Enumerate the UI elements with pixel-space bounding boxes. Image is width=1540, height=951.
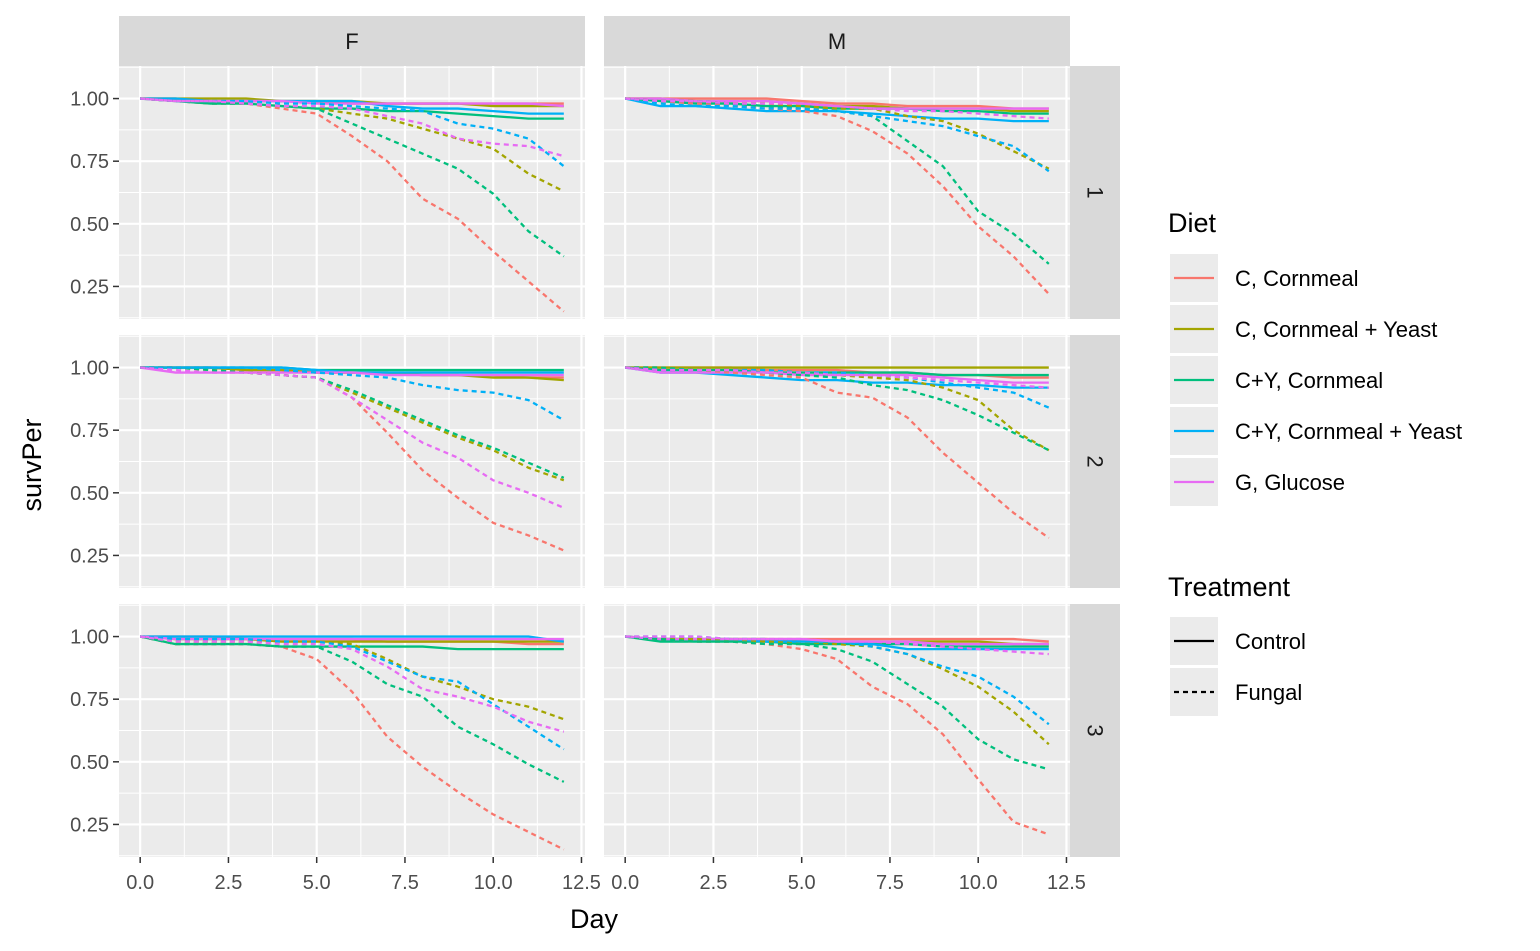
legend-label-treatment: Control — [1235, 629, 1306, 654]
series-line-c-y-cornmeal-fungal — [140, 97, 565, 258]
series-line-g-glucose-fungal — [625, 97, 1049, 120]
legend-label-diet: C, Cornmeal + Yeast — [1235, 317, 1437, 342]
panel-series-M-3 — [625, 635, 1050, 836]
y-tick-label: 1.00 — [70, 89, 109, 111]
x-tick-label: 0.0 — [126, 872, 154, 894]
y-tick-label: 0.50 — [70, 752, 109, 774]
facet-strip-col — [604, 16, 1070, 66]
series-line-c-cornmeal-fungal — [625, 366, 1050, 539]
x-tick-label: 12.5 — [562, 872, 601, 894]
x-tick-label: 5.0 — [788, 872, 816, 894]
axes-layer: 0.25 0.50 0.75 1.00 0.25 0.50 0.75 1.00 0.25 0.50… — [70, 89, 1086, 894]
legend-label-diet: C, Cornmeal — [1235, 266, 1358, 291]
series-line-c-y-cornmeal-yeast-fungal — [140, 366, 565, 422]
facet-strip-row-label: 2 — [1083, 455, 1108, 467]
y-tick-label: 0.25 — [70, 545, 109, 567]
series-line-c-y-cornmeal-yeast-control — [624, 97, 1049, 123]
legend-label-treatment: Fungal — [1235, 680, 1302, 705]
x-tick-label: 10.0 — [959, 872, 998, 894]
facet-strip-row-label: 3 — [1083, 724, 1108, 736]
panel-series-F-3 — [139, 635, 565, 851]
facet-strip-row — [1070, 66, 1120, 319]
legend-label-diet: C+Y, Cornmeal — [1235, 368, 1383, 393]
legend-label-diet: G, Glucose — [1235, 470, 1345, 495]
series-line-g-glucose-control — [140, 97, 564, 108]
series-line-c-y-cornmeal-yeast-control — [140, 635, 564, 643]
series-line-c-y-cornmeal-yeast-fungal — [625, 366, 1050, 409]
series-line-c-y-cornmeal-fungal — [625, 635, 1050, 771]
series-line-g-glucose-fungal — [625, 366, 1049, 389]
y-axis-title: survPer — [17, 418, 47, 511]
series-line-c-cornmeal-yeast-fungal — [140, 635, 565, 721]
series-line-c-y-cornmeal-control — [625, 635, 1049, 648]
facet-strip-row-label: 1 — [1083, 186, 1108, 198]
x-tick-label: 5.0 — [303, 872, 331, 894]
series-line-g-glucose-control — [625, 97, 1049, 110]
legend-title-treatment: Treatment — [1168, 572, 1291, 602]
strips-layer: F M 1 2 3 — [119, 16, 1120, 857]
x-tick-label: 12.5 — [1047, 872, 1086, 894]
y-tick-label: 0.75 — [70, 420, 109, 442]
y-tick-label: 0.50 — [70, 483, 109, 505]
series-line-c-y-cornmeal-control — [139, 635, 564, 651]
panel-series-F-1 — [140, 97, 565, 313]
x-tick-label: 2.5 — [215, 872, 243, 894]
series-line-c-cornmeal-yeast-fungal — [625, 635, 1050, 746]
series-line-c-y-cornmeal-yeast-fungal — [140, 97, 565, 168]
facet-strip-col-label: F — [345, 29, 358, 54]
panel-M-2 — [604, 335, 1070, 588]
series-line-c-y-cornmeal-control — [625, 97, 1049, 115]
legend-title-diet: Diet — [1168, 208, 1217, 238]
facet-strip-row — [1070, 604, 1120, 857]
facet-strip-col — [119, 16, 585, 66]
series-line-g-glucose-fungal — [140, 366, 565, 509]
series-line-c-cornmeal-fungal — [140, 97, 565, 313]
y-tick-label: 0.50 — [70, 214, 109, 236]
series-line-c-y-cornmeal-control — [140, 97, 564, 120]
x-tick-label: 7.5 — [876, 872, 904, 894]
x-tick-label: 2.5 — [700, 872, 728, 894]
x-axis-title: Day — [570, 904, 619, 934]
panels-layer — [119, 66, 1070, 857]
series-line-c-cornmeal-control — [625, 97, 1049, 110]
series-line-c-cornmeal-fungal — [139, 635, 565, 851]
series-line-c-y-cornmeal-fungal — [625, 97, 1050, 265]
legend-label-diet: C+Y, Cornmeal + Yeast — [1235, 419, 1462, 444]
y-tick-label: 0.25 — [70, 276, 109, 298]
facet-strip-row — [1070, 335, 1120, 588]
x-tick-label: 0.0 — [611, 872, 639, 894]
y-tick-label: 0.75 — [70, 151, 109, 173]
y-tick-label: 0.25 — [70, 814, 109, 836]
series-line-g-glucose-control — [140, 366, 564, 377]
panel-series-M-1 — [624, 97, 1050, 295]
panel-series-M-2 — [625, 366, 1050, 539]
panel-series-F-2 — [140, 366, 565, 552]
series-line-c-y-cornmeal-fungal — [139, 635, 565, 783]
y-tick-label: 0.75 — [70, 689, 109, 711]
x-tick-label: 7.5 — [391, 872, 419, 894]
legend: Diet C, Cornmeal C, Cornmeal + Yeast C+Y, C… — [1168, 208, 1462, 716]
series-line-g-glucose-control — [625, 366, 1049, 384]
y-tick-label: 1.00 — [70, 627, 109, 649]
y-tick-label: 1.00 — [70, 358, 109, 380]
series-line-g-glucose-control — [140, 635, 564, 641]
facet-strip-col-label: M — [828, 29, 846, 54]
series-line-g-glucose-fungal — [625, 635, 1049, 656]
x-tick-label: 10.0 — [474, 872, 513, 894]
